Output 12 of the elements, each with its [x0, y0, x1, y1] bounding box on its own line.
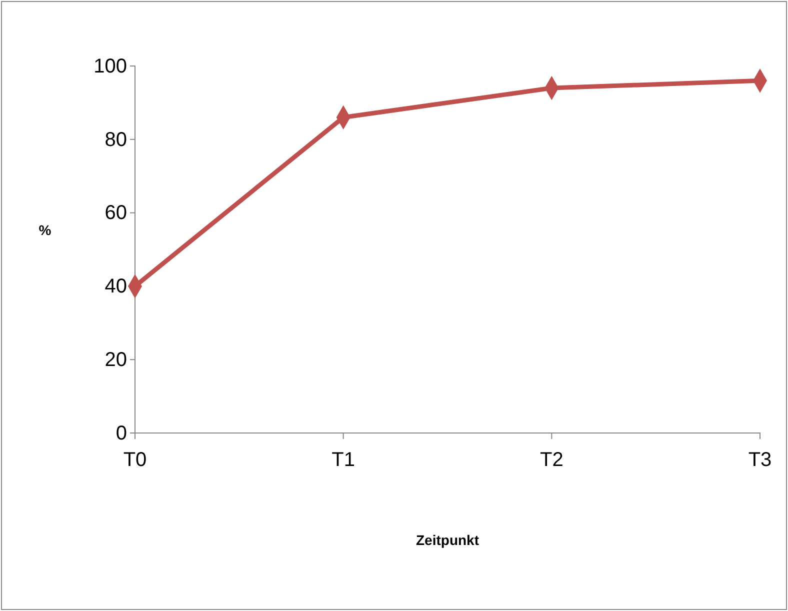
y-tick-label: 40	[104, 276, 127, 298]
y-tick-label: 80	[104, 128, 127, 151]
y-tick-label: 60	[104, 202, 127, 224]
y-tick-label: 100	[94, 55, 127, 78]
x-tick-label: T3	[748, 449, 772, 471]
x-tick-label: T0	[123, 449, 147, 471]
y-tick-label: 0	[116, 422, 127, 444]
y-tick-label: 20	[104, 349, 127, 371]
y-axis-title: %	[38, 222, 52, 238]
x-tick-label: T1	[332, 449, 356, 471]
x-tick-label: T2	[540, 449, 564, 471]
x-axis-title: Zeitpunkt	[416, 532, 480, 548]
